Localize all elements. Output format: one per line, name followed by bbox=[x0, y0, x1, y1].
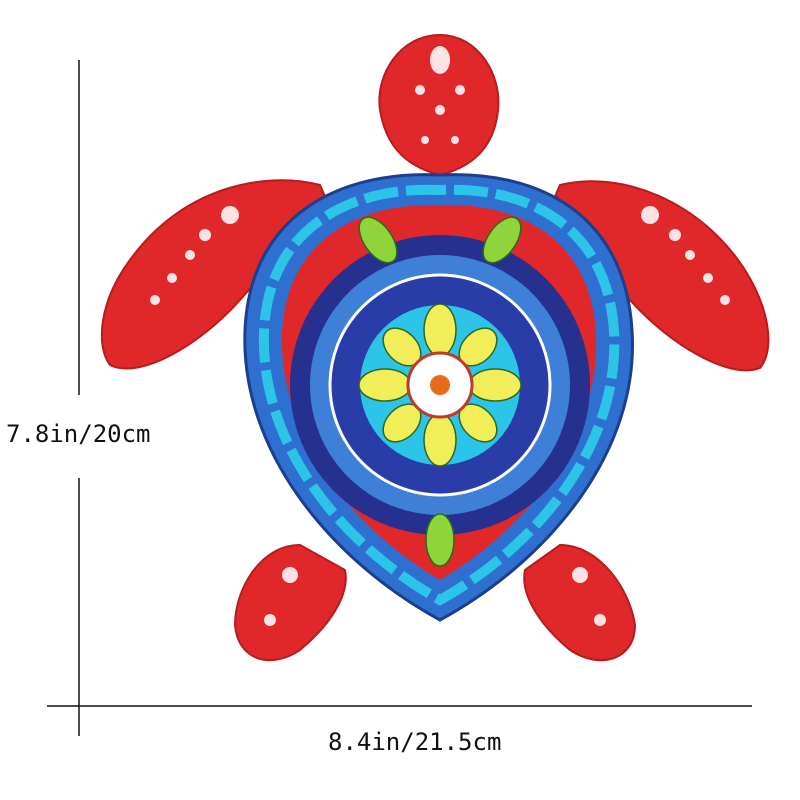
sea-turtle-image bbox=[100, 33, 770, 662]
rear-left-flipper bbox=[233, 543, 347, 662]
shell-rim-cyan bbox=[258, 184, 620, 606]
mandala-pattern bbox=[290, 235, 590, 535]
width-dimension-label: 8.4in/21.5cm bbox=[328, 728, 502, 756]
height-dimension-label: 7.8in/20cm bbox=[6, 420, 151, 448]
rear-right-flipper bbox=[523, 543, 637, 662]
flipper-pattern bbox=[150, 206, 730, 626]
leaf-accents bbox=[358, 216, 522, 567]
head-pattern bbox=[415, 46, 465, 144]
